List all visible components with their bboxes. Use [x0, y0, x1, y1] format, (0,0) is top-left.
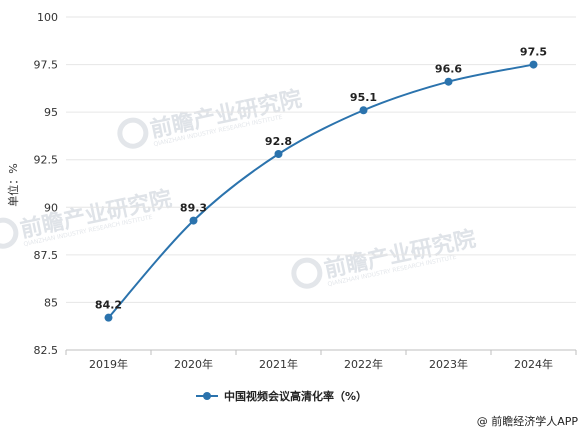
x-tick-label: 2021年	[259, 357, 298, 371]
data-label: 92.8	[265, 135, 292, 148]
data-point	[104, 313, 113, 322]
legend-marker-icon	[203, 392, 211, 400]
data-labels: 84.2 89.3 92.8 95.1 96.6 97.5	[95, 46, 547, 312]
y-tick-label: 82.5	[34, 344, 59, 357]
data-label: 95.1	[350, 91, 377, 104]
data-label: 89.3	[180, 202, 207, 215]
data-points	[104, 60, 538, 322]
data-label: 84.2	[95, 299, 122, 312]
data-point	[274, 150, 283, 159]
y-tick-label: 85	[44, 296, 58, 309]
watermark-logo-icon	[0, 217, 19, 249]
watermark-logo-icon	[117, 117, 149, 149]
x-tick-label: 2024年	[514, 357, 553, 371]
credit: @ 前瞻经济学人APP	[477, 414, 579, 428]
y-tick-label: 90	[44, 201, 58, 214]
y-tick-label: 95	[44, 106, 58, 119]
x-tick-label: 2020年	[174, 357, 213, 371]
x-tick-label: 2022年	[344, 357, 383, 371]
credit-text: @ 前瞻经济学人APP	[477, 414, 579, 428]
x-tick-label: 2019年	[89, 357, 128, 371]
y-tick-label: 97.5	[34, 59, 59, 72]
y-axis-label: 单位：%	[6, 163, 20, 206]
y-tick-label: 87.5	[34, 249, 59, 262]
legend: 中国视频会议高清化率（%）	[196, 389, 367, 403]
watermark-logo-icon	[291, 257, 323, 289]
x-tick-label: 2023年	[429, 357, 468, 371]
data-point	[359, 106, 368, 115]
data-point	[189, 216, 198, 225]
y-gridlines	[66, 16, 576, 303]
x-axis-ticks: 2019年 2020年 2021年 2022年 2023年 2024年	[65, 350, 577, 371]
legend-label: 中国视频会议高清化率（%）	[224, 389, 367, 403]
data-point	[444, 77, 453, 86]
data-label: 97.5	[520, 46, 547, 59]
data-point	[529, 60, 538, 69]
data-label: 96.6	[435, 63, 462, 76]
y-tick-label: 92.5	[34, 154, 59, 167]
y-axis-ticks: 82.5 85 87.5 90 92.5 95 97.5 100	[34, 11, 59, 357]
y-tick-label: 100	[37, 11, 58, 24]
series-line	[107, 63, 534, 319]
